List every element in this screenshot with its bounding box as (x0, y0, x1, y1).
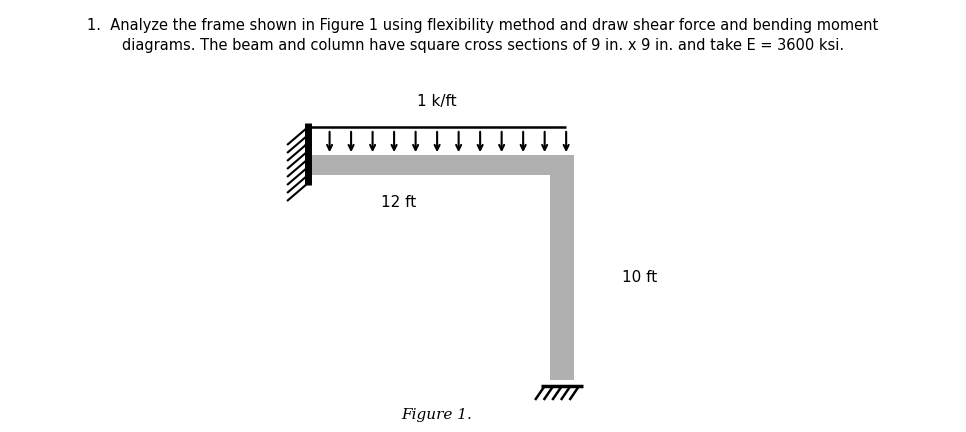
Text: diagrams. The beam and column have square cross sections of 9 in. x 9 in. and ta: diagrams. The beam and column have squar… (122, 38, 844, 53)
Text: 1 k/ft: 1 k/ft (417, 94, 457, 109)
Bar (550, 155, 574, 380)
Bar (308, 155, 566, 175)
Text: Figure 1.: Figure 1. (402, 408, 472, 422)
Text: 1.  Analyze the frame shown in Figure 1 using flexibility method and draw shear : 1. Analyze the frame shown in Figure 1 u… (87, 18, 879, 33)
Text: 12 ft: 12 ft (381, 195, 416, 210)
Text: 10 ft: 10 ft (621, 270, 657, 285)
